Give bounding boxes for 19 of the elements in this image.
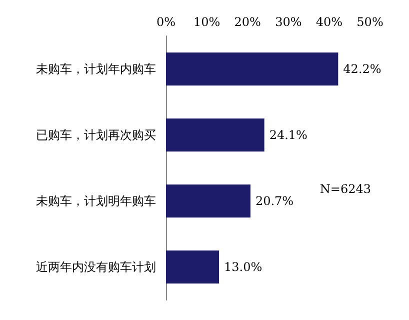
y-tick-label: 已购车，计划再次购买 (36, 128, 156, 142)
data-label: 24.1% (269, 128, 308, 142)
y-tick-label: 未购车，计划明年购车 (36, 194, 156, 208)
data-label: 13.0% (224, 260, 262, 274)
bar (166, 52, 338, 86)
y-tick-label: 近两年内没有购车计划 (36, 260, 156, 274)
bar (166, 184, 250, 218)
x-tick-label: 30% (275, 15, 302, 29)
x-tick-label: 50% (356, 15, 384, 29)
data-label: 20.7% (255, 194, 294, 208)
bar (166, 118, 264, 152)
x-tick-label: 10% (193, 15, 220, 29)
annotation: N=6243 (320, 182, 371, 196)
x-tick-label: 40% (316, 15, 343, 29)
data-label: 42.2% (343, 62, 382, 76)
x-tick-label: 20% (234, 15, 261, 29)
bar (166, 250, 220, 284)
x-tick-label: 0% (156, 15, 176, 29)
y-tick-label: 未购车，计划年内购车 (36, 62, 156, 76)
